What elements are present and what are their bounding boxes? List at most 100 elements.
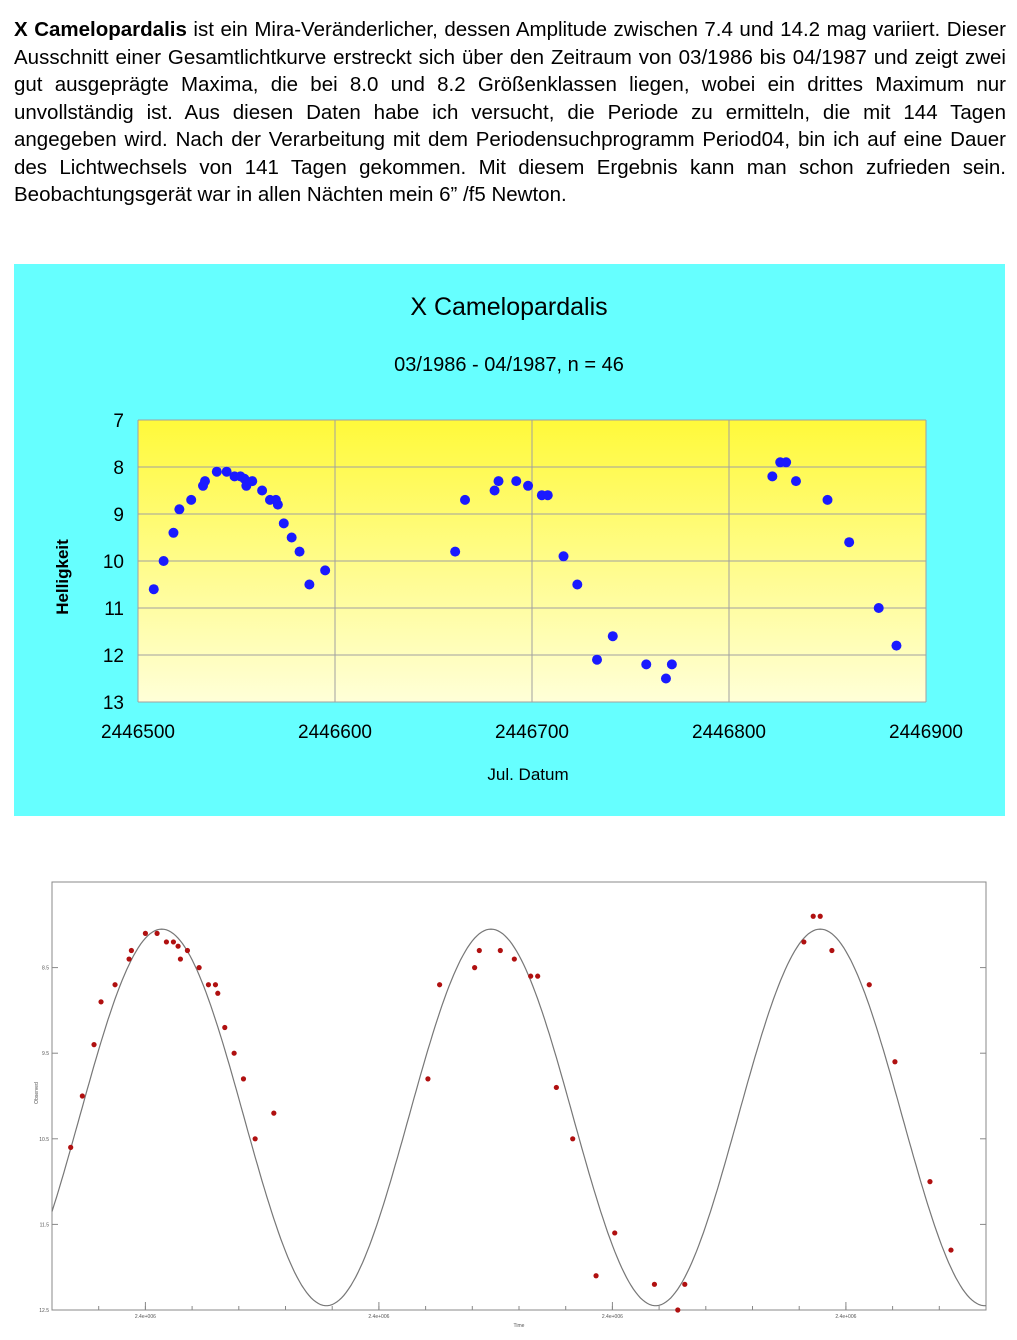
grid xyxy=(137,419,927,703)
data-point xyxy=(558,551,569,562)
x-tick-label: 2446800 xyxy=(692,722,766,743)
x-tick-label: 2.4e+006 xyxy=(135,1314,156,1320)
data-point xyxy=(158,556,169,566)
y-axis-label: Helligkeit xyxy=(53,539,72,615)
data-point xyxy=(948,1247,954,1253)
period-fit-chart: 8.5 9.5 10.5 11.5 12.5 2.4e+006 2.4e+006 2.4e+0… xyxy=(34,881,987,1329)
data-point xyxy=(163,939,170,945)
data-point xyxy=(221,466,232,477)
data-point xyxy=(425,1076,431,1082)
data-point xyxy=(801,939,807,945)
data-point xyxy=(542,490,553,501)
data-point xyxy=(212,982,219,988)
data-point xyxy=(592,654,603,665)
light-curve-chart-panel: X Camelopardalis 03/1986 - 04/1987, n = … xyxy=(14,264,1005,816)
data-point xyxy=(790,476,801,487)
x-tick-label: 2446700 xyxy=(495,722,569,743)
y-tick-label: 10 xyxy=(103,552,124,573)
data-point xyxy=(205,982,212,988)
data-point xyxy=(91,1042,97,1048)
x-tick-label: 2.4e+006 xyxy=(368,1314,389,1320)
x-tick-labels: 2446500 2446600 2446700 2446800 2446900 xyxy=(101,722,963,743)
y-tick-label: 8.5 xyxy=(42,966,49,972)
data-point xyxy=(211,466,222,477)
data-point xyxy=(286,532,297,543)
y-tick-label: 7 xyxy=(113,411,124,432)
y-tick-labels: 7 8 9 10 11 12 13 xyxy=(103,411,124,714)
data-point xyxy=(593,1273,599,1279)
star-name: X Camelopardalis xyxy=(14,18,187,41)
data-point xyxy=(493,476,504,487)
data-point xyxy=(817,913,823,919)
data-point xyxy=(570,1136,576,1142)
data-point xyxy=(79,1093,85,1099)
data-point xyxy=(767,471,778,482)
data-point xyxy=(271,1110,277,1116)
plot-frame xyxy=(51,881,987,1311)
data-points xyxy=(68,913,954,1313)
data-point xyxy=(612,1230,618,1236)
data-point xyxy=(829,947,835,954)
data-point xyxy=(215,990,221,996)
y-tick-label: 13 xyxy=(103,693,124,714)
data-point xyxy=(154,930,160,936)
data-point xyxy=(112,982,118,988)
data-point xyxy=(607,631,618,642)
y-tick-label: 9 xyxy=(113,505,124,526)
data-point xyxy=(866,982,872,988)
x-tick-label: 2446500 xyxy=(101,722,175,743)
data-point xyxy=(781,457,792,468)
data-point xyxy=(675,1307,681,1313)
data-point xyxy=(844,537,855,548)
x-tick-label: 2446600 xyxy=(298,722,372,743)
axis-ticks: 8.5 9.5 10.5 11.5 12.5 2.4e+006 2.4e+006 2.4e+0… xyxy=(39,966,986,1320)
y-tick-label: 12.5 xyxy=(39,1308,49,1314)
data-point xyxy=(822,494,833,505)
intro-paragraph: X Camelopardalis ist ein Mira-Veränderli… xyxy=(14,16,1006,209)
data-point xyxy=(240,1076,247,1082)
y-tick-label: 11 xyxy=(104,599,124,620)
data-point xyxy=(476,947,482,954)
data-point xyxy=(497,947,503,954)
data-point xyxy=(666,659,677,670)
data-point xyxy=(489,485,500,496)
data-point xyxy=(98,999,104,1005)
data-point xyxy=(320,565,331,576)
data-point xyxy=(641,659,652,670)
data-point xyxy=(252,1136,258,1142)
chart-subtitle: 03/1986 - 04/1987, n = 46 xyxy=(394,354,624,376)
light-curve-chart: X Camelopardalis 03/1986 - 04/1987, n = … xyxy=(53,293,963,784)
data-point xyxy=(257,485,268,496)
data-point xyxy=(572,579,583,590)
fit-curve xyxy=(51,928,986,1307)
data-point xyxy=(142,930,148,936)
data-point xyxy=(810,913,816,919)
data-point xyxy=(304,579,315,590)
x-tick-label: 2446900 xyxy=(889,722,963,743)
data-point xyxy=(196,965,202,971)
data-point xyxy=(231,1050,237,1056)
y-tick-label: 10.5 xyxy=(39,1137,49,1143)
data-point xyxy=(682,1281,688,1287)
data-point xyxy=(278,518,289,529)
x-axis-label: Jul. Datum xyxy=(487,765,568,784)
y-tick-label: 12 xyxy=(103,646,124,667)
data-point xyxy=(651,1281,658,1287)
data-point xyxy=(528,973,534,979)
data-point xyxy=(892,1059,898,1065)
data-point xyxy=(148,584,159,595)
data-point xyxy=(68,1144,74,1150)
data-point xyxy=(126,956,132,962)
data-point xyxy=(222,1024,228,1031)
data-point xyxy=(199,476,210,487)
data-point xyxy=(891,640,902,651)
x-axis-label: Time xyxy=(514,1323,525,1329)
data-point xyxy=(511,956,517,962)
data-point xyxy=(553,1084,559,1091)
data-point xyxy=(437,982,443,988)
data-point xyxy=(511,476,522,487)
data-point xyxy=(873,603,884,613)
data-point xyxy=(450,546,461,557)
data-point xyxy=(523,480,534,491)
y-tick-label: 11.5 xyxy=(40,1222,50,1228)
